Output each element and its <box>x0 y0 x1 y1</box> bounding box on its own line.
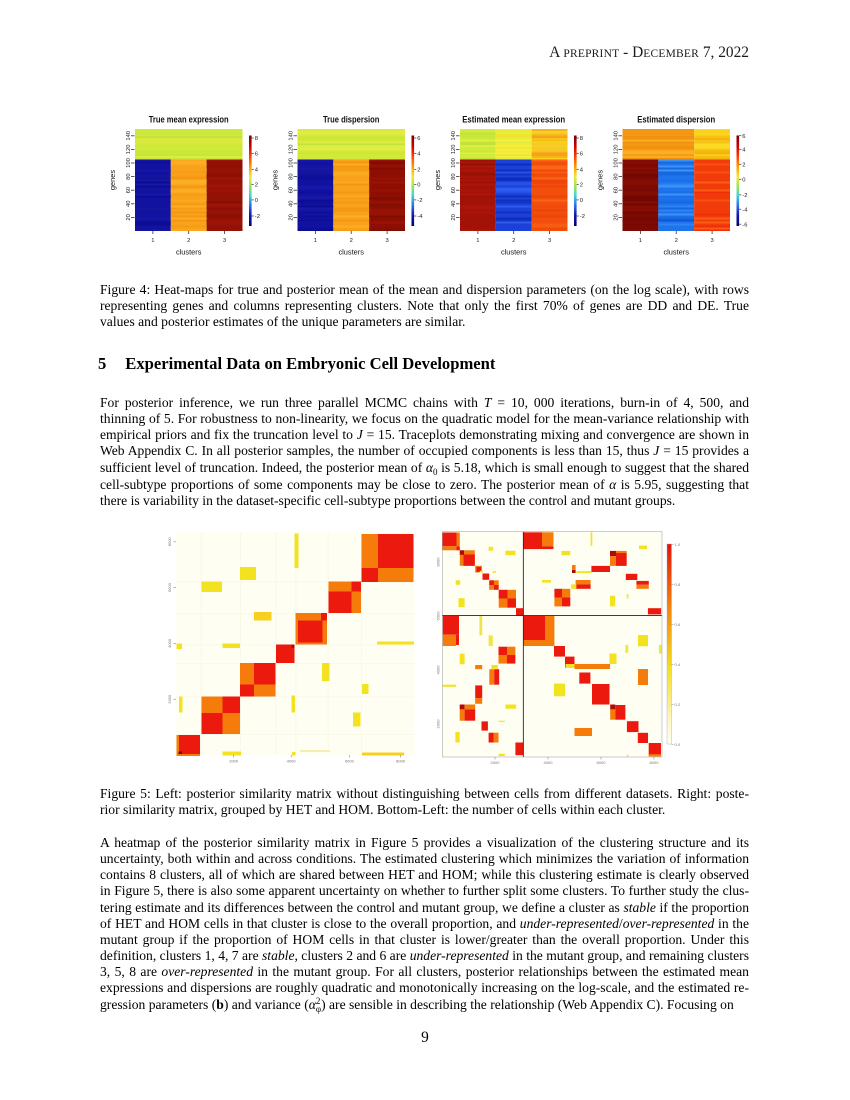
svg-text:20: 20 <box>451 214 457 220</box>
svg-text:6: 6 <box>742 134 745 140</box>
svg-text:4: 4 <box>255 167 259 173</box>
svg-text:2: 2 <box>742 162 745 168</box>
svg-text:6000: 6000 <box>597 760 607 765</box>
svg-text:8000: 8000 <box>396 759 406 764</box>
svg-text:2: 2 <box>350 238 353 244</box>
svg-text:-4: -4 <box>742 207 748 213</box>
svg-text:60: 60 <box>289 187 295 193</box>
svg-text:2: 2 <box>417 167 420 173</box>
svg-text:3: 3 <box>223 238 226 244</box>
svg-text:40: 40 <box>451 201 457 207</box>
svg-text:140: 140 <box>289 131 295 141</box>
svg-text:20: 20 <box>289 214 295 220</box>
svg-text:0.0: 0.0 <box>675 742 681 747</box>
svg-text:genes: genes <box>433 170 442 190</box>
svg-text:4: 4 <box>417 151 421 157</box>
svg-text:0.8: 0.8 <box>675 582 681 587</box>
svg-text:4: 4 <box>580 167 584 173</box>
svg-text:1.0: 1.0 <box>675 542 681 547</box>
svg-text:2000: 2000 <box>491 760 501 765</box>
svg-text:genes: genes <box>596 170 605 190</box>
svg-text:6: 6 <box>255 151 258 157</box>
svg-text:6000: 6000 <box>436 611 441 621</box>
svg-text:80: 80 <box>614 173 620 179</box>
svg-text:clusters: clusters <box>338 248 364 257</box>
svg-text:60: 60 <box>126 187 132 193</box>
svg-text:4000: 4000 <box>167 638 172 648</box>
svg-text:6000: 6000 <box>345 759 355 764</box>
svg-text:4000: 4000 <box>287 759 297 764</box>
svg-text:20: 20 <box>126 214 132 220</box>
svg-text:-2: -2 <box>742 193 747 199</box>
svg-text:40: 40 <box>289 201 295 207</box>
svg-text:-2: -2 <box>255 214 260 220</box>
svg-text:8000: 8000 <box>167 537 172 547</box>
svg-text:6: 6 <box>580 151 583 157</box>
svg-text:-2: -2 <box>580 214 585 220</box>
svg-text:100: 100 <box>451 158 457 168</box>
svg-text:-6: -6 <box>742 222 747 228</box>
svg-text:80: 80 <box>126 173 132 179</box>
svg-text:2: 2 <box>675 238 678 244</box>
svg-text:2: 2 <box>255 183 258 189</box>
svg-text:80: 80 <box>289 173 295 179</box>
svg-text:0: 0 <box>417 183 420 189</box>
svg-text:100: 100 <box>126 158 132 168</box>
svg-text:140: 140 <box>126 131 132 141</box>
svg-text:100: 100 <box>289 158 295 168</box>
svg-text:-2: -2 <box>417 198 422 204</box>
svg-text:clusters: clusters <box>501 248 527 257</box>
svg-text:-4: -4 <box>417 214 423 220</box>
svg-text:2: 2 <box>512 238 515 244</box>
svg-text:2000: 2000 <box>436 719 441 729</box>
svg-text:genes: genes <box>108 170 117 190</box>
svg-text:120: 120 <box>289 145 295 155</box>
svg-text:0: 0 <box>580 198 583 204</box>
svg-text:60: 60 <box>614 187 620 193</box>
svg-text:3: 3 <box>710 238 713 244</box>
svg-text:100: 100 <box>614 158 620 168</box>
svg-text:2000: 2000 <box>229 759 239 764</box>
svg-text:True mean expression: True mean expression <box>149 115 229 125</box>
svg-text:140: 140 <box>451 131 457 141</box>
svg-text:0: 0 <box>255 198 258 204</box>
svg-text:0.2: 0.2 <box>675 702 681 707</box>
svg-text:40: 40 <box>126 201 132 207</box>
svg-text:8: 8 <box>580 136 583 142</box>
svg-text:Estimated mean expression: Estimated mean expression <box>462 115 565 125</box>
svg-text:140: 140 <box>614 131 620 141</box>
svg-text:2: 2 <box>580 183 583 189</box>
svg-text:3: 3 <box>548 238 551 244</box>
svg-text:40: 40 <box>614 201 620 207</box>
svg-text:8000: 8000 <box>650 760 660 765</box>
svg-text:clusters: clusters <box>176 248 202 257</box>
svg-text:0.4: 0.4 <box>675 662 681 667</box>
svg-text:6: 6 <box>417 136 420 142</box>
svg-text:6000: 6000 <box>167 582 172 592</box>
svg-text:1: 1 <box>476 238 479 244</box>
svg-text:2: 2 <box>187 238 190 244</box>
svg-text:4: 4 <box>742 147 746 153</box>
svg-text:1: 1 <box>151 238 154 244</box>
svg-text:genes: genes <box>271 170 280 190</box>
svg-text:Estimated dispersion: Estimated dispersion <box>637 115 715 125</box>
svg-text:120: 120 <box>451 145 457 155</box>
svg-text:0.6: 0.6 <box>675 622 681 627</box>
svg-text:2000: 2000 <box>167 694 172 704</box>
svg-text:120: 120 <box>614 145 620 155</box>
svg-text:20: 20 <box>614 214 620 220</box>
svg-text:120: 120 <box>126 145 132 155</box>
svg-text:1: 1 <box>639 238 642 244</box>
svg-text:True dispersion: True dispersion <box>323 115 380 125</box>
svg-text:clusters: clusters <box>663 248 689 257</box>
svg-text:8000: 8000 <box>436 557 441 567</box>
svg-text:0: 0 <box>742 177 745 183</box>
svg-text:4000: 4000 <box>436 665 441 675</box>
svg-text:60: 60 <box>451 187 457 193</box>
svg-text:8: 8 <box>255 136 258 142</box>
svg-text:1: 1 <box>314 238 317 244</box>
svg-text:80: 80 <box>451 173 457 179</box>
svg-text:3: 3 <box>385 238 388 244</box>
svg-text:4000: 4000 <box>544 760 554 765</box>
